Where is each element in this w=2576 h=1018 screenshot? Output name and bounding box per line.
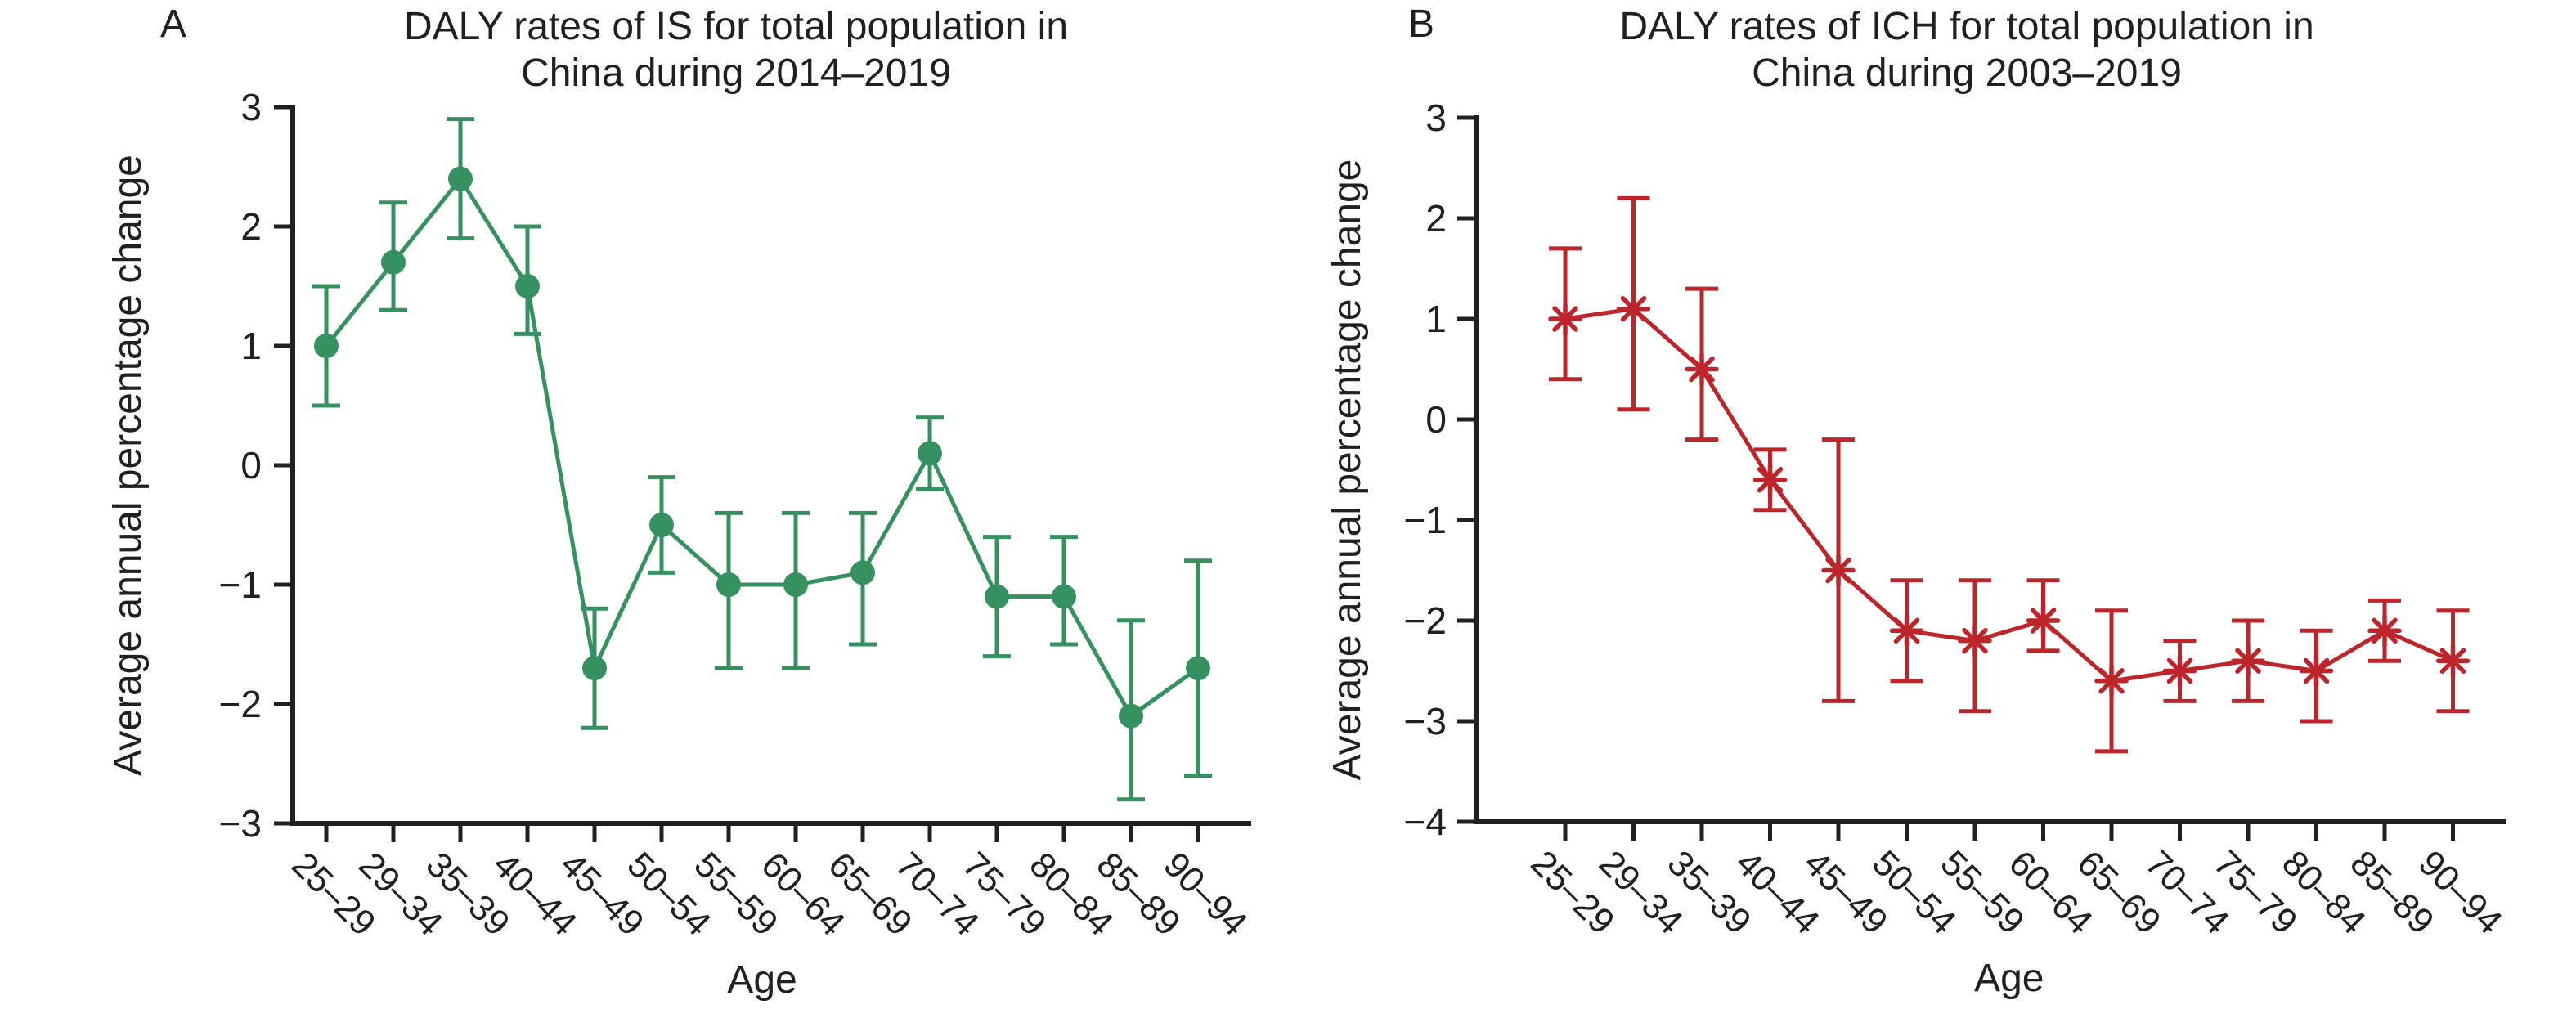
data-point-marker (716, 572, 741, 597)
data-point-marker (1616, 291, 1651, 326)
data-point-marker (1052, 584, 1076, 609)
x-axis-label: Age (1974, 957, 2044, 1000)
chart-b: 3 2 1 0 −1 −2 −3 −4 Average annual percentage ch… (1326, 96, 2510, 1000)
y-tick-labels: 3 2 1 0 −1 −2 −3 −4 (1404, 96, 1447, 843)
data-point-marker (1685, 352, 1719, 387)
data-point-marker (1958, 623, 1992, 658)
series-line (325, 177, 1200, 719)
data-point-marker (918, 441, 942, 466)
y-axis (274, 105, 295, 826)
data-point-marker (448, 166, 473, 191)
data-point-marker (515, 274, 540, 298)
markers (314, 166, 1210, 729)
chart-title-b-line-1: DALY rates of ICH for total population i… (1619, 5, 2314, 48)
data-point-marker (783, 572, 808, 597)
x-axis (290, 821, 1251, 842)
chart-title-b-line-2: China during 2003–2019 (1752, 52, 2182, 95)
y-axis-label: Average annual percentage change (1326, 159, 1369, 781)
data-point-marker (582, 656, 607, 681)
y-tick-label: −4 (1404, 800, 1447, 843)
data-point-marker (850, 560, 875, 585)
panel-letter-b: B (1408, 2, 1435, 46)
y-tick-label: −2 (219, 683, 262, 725)
data-point-marker (1186, 656, 1210, 681)
data-point-marker (649, 513, 674, 537)
panel-a: A DALY rates of IS for total population … (106, 2, 1255, 1002)
y-tick-label: 0 (1425, 398, 1447, 441)
y-tick-labels: 3 2 1 0 −1 −2 −3 (219, 86, 262, 845)
data-point-marker (985, 584, 1009, 609)
data-point-marker (2435, 644, 2471, 678)
y-tick-label: −2 (1404, 599, 1447, 642)
panel-letter-a: A (160, 2, 187, 46)
data-point-marker (2367, 613, 2402, 648)
data-point-marker (1889, 613, 1924, 648)
y-tick-label: 1 (240, 325, 262, 367)
x-tick-labels: 25–2929–3435–3940–4445–4950–5455–5960–64… (284, 845, 1254, 944)
data-point-marker (1119, 703, 1143, 729)
y-axis (1457, 115, 1479, 824)
chart-title-b: DALY rates of ICH for total population i… (1501, 3, 2433, 96)
y-tick-label: −3 (219, 802, 262, 845)
data-point-marker (1752, 463, 1788, 497)
y-tick-label: −1 (1404, 499, 1447, 541)
chart-title-a-line-1: DALY rates of IS for total population in (403, 5, 1069, 48)
data-point-marker (2299, 653, 2334, 688)
data-point-marker (2231, 644, 2265, 678)
data-point-marker (2026, 603, 2061, 638)
data-point-marker (2162, 653, 2197, 688)
x-tick-labels: 25–2929–3435–3940–4445–4950–5455–5960–64… (1523, 843, 2510, 942)
y-axis-label: Average annual percentage change (106, 155, 150, 776)
panel-b: B DALY rates of ICH for total population… (1288, 0, 2576, 1018)
x-axis (1474, 819, 2506, 841)
y-tick-label: 3 (240, 86, 262, 128)
data-point-marker (314, 334, 339, 358)
data-point-marker (2094, 664, 2129, 698)
chart-a: 3 2 1 0 −1 −2 −3 Average annual percentage chan… (106, 86, 1255, 1002)
chart-title-a: DALY rates of IS for total population in… (270, 3, 1202, 96)
data-point-marker (381, 249, 406, 275)
y-tick-label: 3 (1425, 96, 1447, 139)
data-point-marker (1548, 302, 1582, 336)
y-tick-label: 0 (240, 444, 262, 487)
y-tick-label: 1 (1425, 298, 1447, 340)
error-bars (1549, 195, 2470, 754)
data-point-marker (1821, 553, 1856, 588)
y-tick-label: 2 (1425, 197, 1447, 240)
y-tick-label: 2 (240, 205, 262, 248)
x-axis-label: Age (727, 958, 797, 1002)
chart-title-a-line-2: China during 2014–2019 (521, 52, 951, 95)
error-bars (312, 117, 1212, 802)
y-tick-label: −1 (219, 563, 262, 606)
markers (1548, 291, 2471, 698)
y-tick-label: −3 (1404, 700, 1447, 742)
